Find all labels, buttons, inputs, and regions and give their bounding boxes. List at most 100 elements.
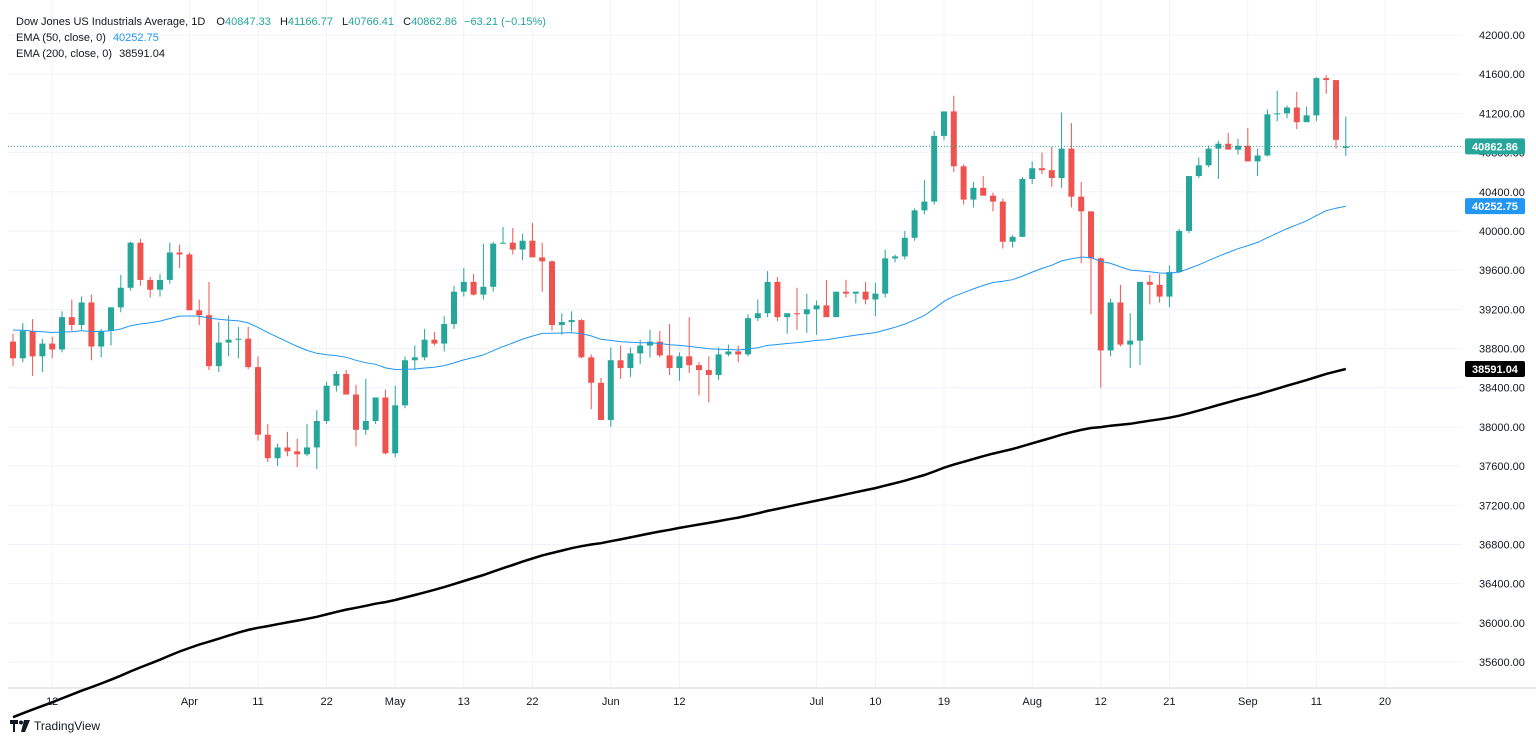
candle xyxy=(1225,132,1232,150)
timeframe: 1D xyxy=(191,16,206,28)
candle xyxy=(451,285,457,329)
candle xyxy=(147,276,154,298)
candle-body xyxy=(264,434,271,459)
candle-body xyxy=(166,252,173,280)
candle-body xyxy=(215,342,222,367)
candle-body xyxy=(1019,179,1026,237)
candle-body xyxy=(304,447,310,455)
ema50-label: EMA (50, close, 0) xyxy=(16,32,106,44)
candle xyxy=(921,179,928,215)
x-tick-label: Jul xyxy=(810,696,824,708)
candle-body xyxy=(715,354,722,375)
candle xyxy=(1176,228,1183,274)
candle-body xyxy=(117,287,124,308)
candle-body xyxy=(500,242,506,244)
candle-body xyxy=(431,339,438,344)
candle xyxy=(1264,109,1271,157)
price-axis[interactable]: 42000.0041600.0041200.0040800.0040400.00… xyxy=(1479,30,1525,669)
candle-body xyxy=(10,341,16,359)
candle-body xyxy=(568,320,575,323)
y-tick-label: 37200.00 xyxy=(1479,500,1525,512)
candle-body xyxy=(1137,281,1143,341)
candle xyxy=(509,227,516,255)
candle-body xyxy=(686,356,693,366)
candle xyxy=(362,378,369,435)
candle xyxy=(1293,91,1300,130)
y-tick-label: 38800.00 xyxy=(1479,344,1525,356)
candle-body xyxy=(1205,148,1212,166)
close-label: C xyxy=(403,16,412,28)
candle xyxy=(470,274,477,296)
candle xyxy=(598,377,604,421)
candle-body xyxy=(705,370,712,375)
candle xyxy=(343,370,350,395)
candle-body xyxy=(1097,258,1104,351)
candle-body xyxy=(1039,168,1045,171)
ema50-price-tag: 40252.75 xyxy=(1472,201,1518,213)
y-tick-label: 38400.00 xyxy=(1479,383,1525,395)
candle xyxy=(990,192,996,212)
candle xyxy=(813,300,820,335)
candle xyxy=(196,299,203,325)
candle-body xyxy=(549,261,555,325)
candle-body xyxy=(529,240,536,258)
candle xyxy=(98,328,105,358)
candle-body xyxy=(1029,168,1036,180)
candle xyxy=(392,385,399,458)
close-value: 40862.86 xyxy=(411,16,457,28)
candle-body xyxy=(1048,170,1055,179)
candle-body xyxy=(656,341,663,356)
time-axis[interactable]: 12 Apr 11 22 May 13 22 Jun 12 Jul 10 19 Aug 12 21 Sep 11… xyxy=(46,696,1391,708)
candle-body xyxy=(921,201,928,211)
candle-body xyxy=(666,355,673,369)
low-label: L xyxy=(342,16,349,28)
candle-body xyxy=(911,210,918,238)
candle xyxy=(1078,181,1085,264)
candle-body xyxy=(803,309,810,315)
y-tick-label: 37600.00 xyxy=(1479,461,1525,473)
candle-body xyxy=(29,330,36,357)
candle-body xyxy=(421,339,428,358)
candle xyxy=(1303,106,1310,123)
candle-body xyxy=(823,305,830,318)
candle-body xyxy=(196,310,203,316)
candle xyxy=(1127,313,1134,369)
candle xyxy=(686,317,693,373)
candle xyxy=(1048,146,1055,187)
candle-body xyxy=(1293,107,1300,123)
candle xyxy=(1146,275,1153,305)
x-tick-label: 12 xyxy=(1095,696,1107,708)
candle xyxy=(117,275,124,313)
candle-body xyxy=(980,187,987,196)
legend-ema200-row[interactable]: EMA (200, close, 0) 38591.04 xyxy=(16,46,546,62)
candle-body xyxy=(1009,236,1016,242)
candle-body xyxy=(460,281,467,292)
candle-body xyxy=(1342,146,1349,148)
candle-body xyxy=(353,394,359,430)
candle xyxy=(1342,116,1349,156)
candle xyxy=(235,326,242,359)
y-tick-label: 35600.00 xyxy=(1479,657,1525,669)
candle-body xyxy=(764,281,771,314)
candle-body xyxy=(294,451,301,455)
high-label: H xyxy=(279,16,288,28)
candle-body xyxy=(1058,148,1065,179)
candle-body xyxy=(451,291,457,325)
legend-ema50-row[interactable]: EMA (50, close, 0) 40252.75 xyxy=(16,30,546,46)
candle-body xyxy=(480,286,487,295)
candle-body xyxy=(882,258,889,294)
candle xyxy=(735,345,742,363)
open-value: 40847.33 xyxy=(224,16,271,28)
candle-body xyxy=(1195,165,1202,177)
candle xyxy=(1029,161,1036,184)
candle xyxy=(411,345,418,371)
tradingview-brand[interactable]: TradingView xyxy=(10,719,100,733)
candle-body xyxy=(539,257,546,262)
price-labels: 40862.86 40252.75 38591.04 xyxy=(1465,138,1525,377)
candle xyxy=(745,314,751,357)
candle xyxy=(1058,112,1065,188)
candle xyxy=(1323,75,1330,94)
candle xyxy=(255,356,261,441)
candle-body xyxy=(990,195,996,202)
